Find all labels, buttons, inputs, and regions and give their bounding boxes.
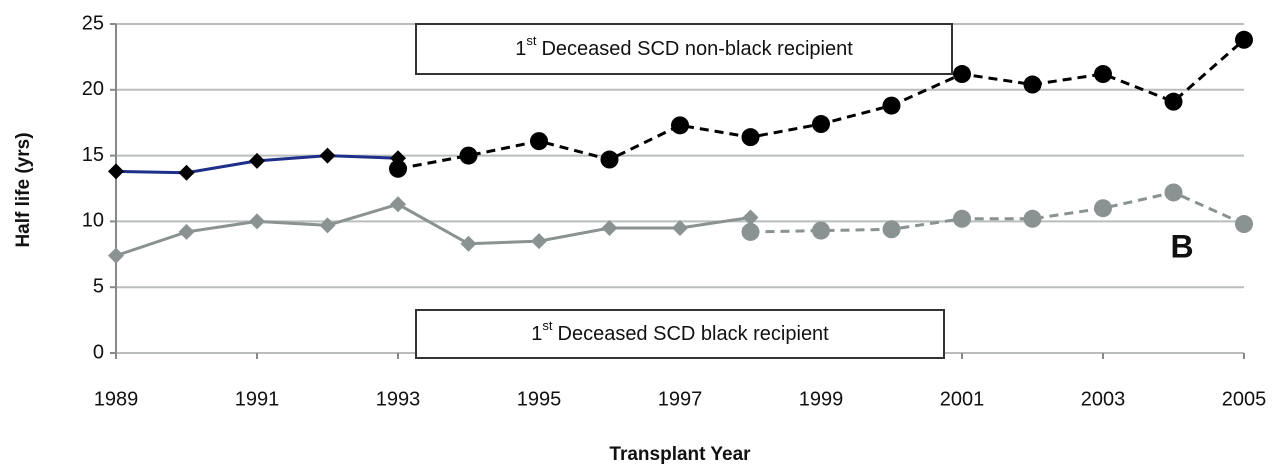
annotation-box xyxy=(415,23,953,75)
point xyxy=(812,221,830,240)
point xyxy=(741,128,760,147)
point xyxy=(742,209,759,226)
point xyxy=(249,213,265,230)
x-axis-title: Transplant Year xyxy=(609,444,751,465)
point xyxy=(953,65,971,84)
x-tick-label: 1989 xyxy=(94,388,139,410)
point xyxy=(531,233,547,250)
annotation-box xyxy=(415,309,945,359)
y-axis-title: Half life (yrs) xyxy=(13,132,34,247)
point xyxy=(108,163,124,180)
x-tick-label: 1993 xyxy=(376,388,421,410)
y-tick-label: 0 xyxy=(93,341,104,363)
point xyxy=(882,96,901,115)
annotation-number: 1 xyxy=(531,323,542,345)
point xyxy=(389,159,407,178)
point xyxy=(953,209,971,228)
point xyxy=(460,235,477,252)
point xyxy=(671,116,689,135)
x-tick-label: 1999 xyxy=(799,388,844,410)
annotation-number: 1 xyxy=(515,38,526,60)
point xyxy=(1235,30,1253,49)
point xyxy=(882,220,901,239)
point xyxy=(1023,75,1042,94)
x-tick-label: 1997 xyxy=(658,388,703,410)
x-tick-label: 2005 xyxy=(1222,388,1267,410)
point xyxy=(1094,199,1112,218)
y-tick-label: 25 xyxy=(82,12,104,34)
point xyxy=(319,147,336,164)
point xyxy=(178,223,195,240)
point xyxy=(672,219,688,236)
panel-label: B xyxy=(1170,228,1193,264)
point xyxy=(1164,92,1183,111)
point xyxy=(459,146,478,165)
point xyxy=(390,196,406,213)
annotation-sup: st xyxy=(526,33,537,48)
x-tick-label: 2001 xyxy=(940,388,985,410)
y-tick-label: 5 xyxy=(93,275,104,297)
point xyxy=(530,132,548,151)
point xyxy=(600,150,619,169)
point xyxy=(1164,183,1183,202)
x-tick-label: 1991 xyxy=(235,388,280,410)
annotation: 1st Deceased SCD non-black recipient xyxy=(515,33,853,60)
point xyxy=(1094,65,1112,84)
annotation-sup: st xyxy=(542,318,553,333)
point xyxy=(1023,209,1042,228)
series-line xyxy=(115,202,751,258)
point xyxy=(108,247,124,264)
point xyxy=(249,152,265,169)
y-tick-label: 20 xyxy=(82,78,104,100)
annotation: 1st Deceased SCD black recipient xyxy=(531,318,829,345)
point xyxy=(812,115,830,134)
y-tick-label: 15 xyxy=(82,144,104,166)
annotation-text: Deceased SCD black recipient xyxy=(558,323,830,345)
point xyxy=(1235,215,1253,234)
x-tick-label: 1995 xyxy=(517,388,562,410)
annotation-text: Deceased SCD non-black recipient xyxy=(541,38,853,60)
point xyxy=(178,164,195,181)
point xyxy=(741,222,760,241)
point xyxy=(601,219,618,236)
x-tick-label: 2003 xyxy=(1081,388,1126,410)
series-line xyxy=(750,190,1245,234)
point xyxy=(319,217,336,234)
y-tick-label: 10 xyxy=(82,210,104,232)
